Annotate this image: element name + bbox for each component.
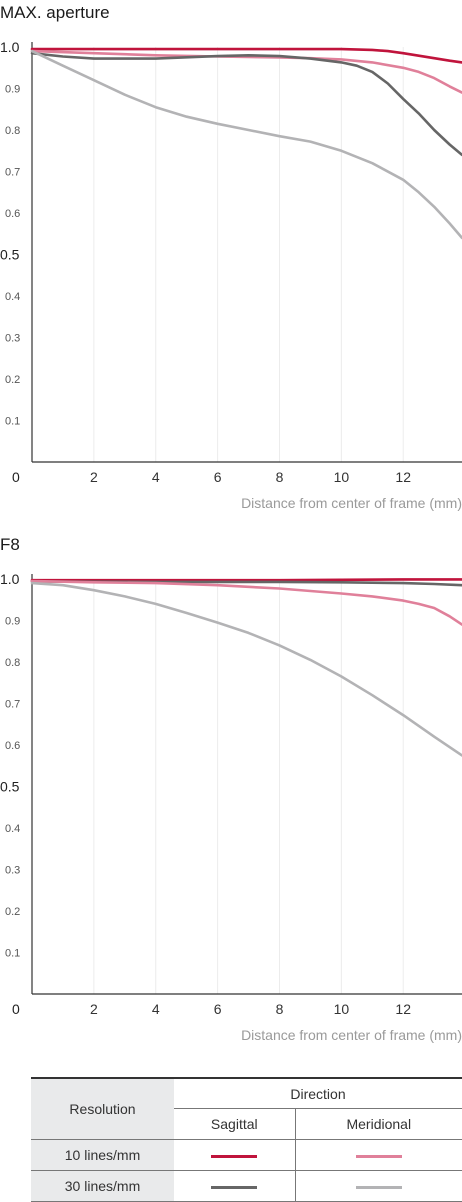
- x-tick-label: 2: [90, 1001, 98, 1017]
- x-tick-label: 6: [214, 1001, 222, 1017]
- y-tick-label: 0.3: [5, 865, 20, 877]
- y-tick-label: 1.0: [0, 39, 20, 55]
- chart-title-f8: F8: [0, 535, 20, 554]
- mtf-chart-f8: 2 4 6 8 10 12 0.1 0.2 0.3 0.4 0.5 0.6 0.7 0.8 0.9 1.0 0 D…: [0, 571, 462, 1043]
- legend-table: Resolution Direction Sagittal Meridional…: [31, 1077, 462, 1202]
- x-tick-label: 8: [276, 1001, 284, 1017]
- y-tick-label: 0.2: [5, 906, 20, 918]
- y-tick-label: 0.8: [5, 125, 20, 137]
- series-line-s30: [30, 51, 462, 157]
- origin-label: 0: [12, 1001, 20, 1017]
- legend: Resolution Direction Sagittal Meridional…: [31, 1077, 462, 1202]
- legend-swatch-meridional-10: [355, 1154, 402, 1158]
- y-tick-label: 0.6: [5, 740, 20, 752]
- y-tick-label: 0.4: [5, 291, 20, 303]
- legend-direction-header: Direction: [174, 1077, 462, 1109]
- x-tick-label: 10: [334, 1001, 350, 1017]
- legend-swatch-meridional-30: [355, 1185, 402, 1189]
- legend-swatch-sagittal-10: [211, 1154, 258, 1158]
- y-tick-label: 0.1: [5, 416, 20, 428]
- y-tick-label: 0.6: [5, 208, 20, 220]
- origin-label: 0: [12, 469, 20, 485]
- y-tick-label: 0.8: [5, 657, 20, 669]
- legend-sagittal-header: Sagittal: [174, 1108, 296, 1140]
- x-tick-label: 6: [214, 469, 222, 485]
- legend-swatch-sagittal-30: [211, 1185, 258, 1189]
- series-line-m30: [30, 581, 462, 757]
- series-line-s10: [30, 47, 462, 64]
- series-line-m10: [30, 579, 462, 626]
- y-tick-label: 1.0: [0, 571, 20, 587]
- y-tick-label: 0.1: [5, 948, 20, 960]
- legend-meridional-header: Meridional: [346, 1116, 412, 1132]
- x-axis-title: Distance from center of frame (mm): [241, 1027, 462, 1043]
- x-tick-label: 10: [334, 469, 350, 485]
- x-tick-label: 12: [395, 1001, 411, 1017]
- chart-title-max-aperture: MAX. aperture: [0, 3, 110, 22]
- y-tick-label: 0.9: [5, 616, 20, 628]
- x-axis-title: Distance from center of frame (mm): [241, 495, 462, 511]
- y-tick-label: 0.9: [5, 84, 20, 96]
- legend-resolution-header: Resolution: [31, 1077, 174, 1140]
- legend-swatch-cell: [174, 1139, 296, 1171]
- legend-row-10lpmm: 10 lines/mm: [31, 1139, 462, 1171]
- x-tick-label: 4: [152, 469, 160, 485]
- legend-row-label: 10 lines/mm: [31, 1139, 174, 1171]
- legend-swatch-cell: [295, 1170, 462, 1202]
- y-tick-label: 0.4: [5, 823, 20, 835]
- series-line-s10: [30, 578, 462, 582]
- y-tick-label: 0.5: [0, 247, 20, 263]
- y-tick-label: 0.7: [5, 167, 20, 179]
- y-tick-label: 0.7: [5, 699, 20, 711]
- legend-row-30lpmm: 30 lines/mm: [31, 1170, 462, 1202]
- y-tick-label: 0.5: [0, 779, 20, 795]
- mtf-chart-max-aperture: 2 4 6 8 10 12 0.1 0.2 0.3 0.4 0.5 0.6 0.7 0.8 0.9 1.0 0 D…: [0, 39, 462, 511]
- y-tick-label: 0.3: [5, 333, 20, 345]
- x-tick-label: 2: [90, 469, 98, 485]
- legend-row-label: 30 lines/mm: [31, 1170, 174, 1202]
- series-line-m10: [30, 49, 462, 94]
- legend-swatch-cell: [174, 1170, 296, 1202]
- series-line-m30: [30, 49, 462, 240]
- y-tick-label: 0.2: [5, 374, 20, 386]
- x-tick-label: 12: [395, 469, 411, 485]
- x-tick-label: 8: [276, 469, 284, 485]
- x-tick-label: 4: [152, 1001, 160, 1017]
- legend-swatch-cell: [295, 1139, 462, 1171]
